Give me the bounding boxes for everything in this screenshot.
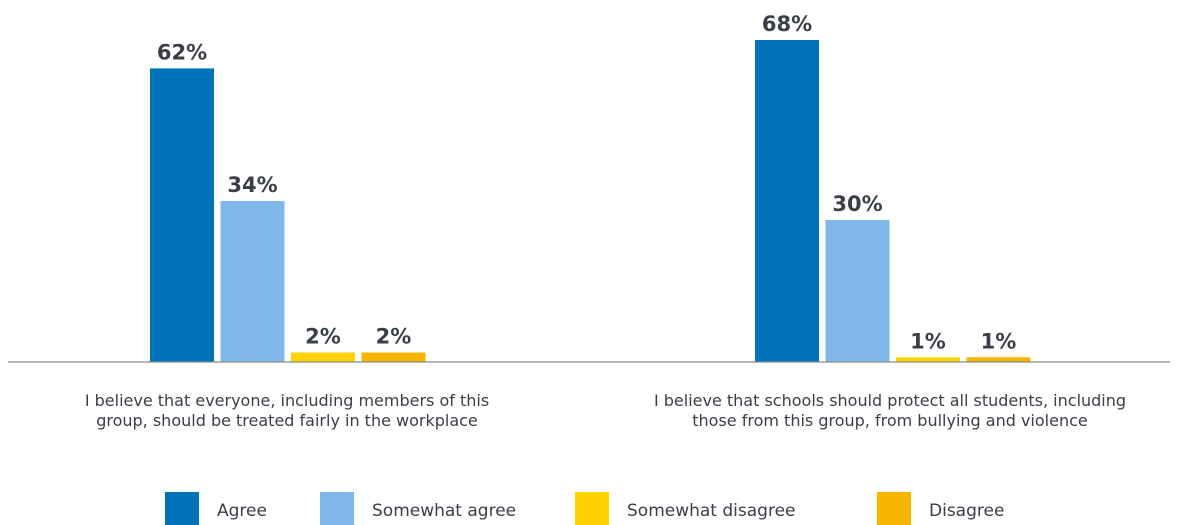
bar-somewhat-disagree-2	[896, 357, 960, 362]
bar-disagree-2	[966, 357, 1031, 362]
bar-somewhat-agree-2	[825, 219, 890, 362]
value-label: 62%	[157, 40, 207, 64]
value-label: 2%	[305, 325, 341, 349]
value-label: 68%	[762, 12, 812, 36]
value-label: 1%	[910, 329, 946, 353]
legend-swatch-somewhat-agree	[320, 492, 354, 525]
value-label: 1%	[981, 329, 1017, 353]
category-label: I believe that schools should protect al…	[654, 391, 1126, 410]
bar-agree-2	[755, 40, 819, 362]
legend-label: Disagree	[929, 501, 1004, 521]
value-labels-group: 62% 34% 2% 2% 68% 30% 1% 1%	[157, 12, 1016, 353]
bars-group	[150, 40, 1031, 362]
legend: Agree Somewhat agree Somewhat disagree Disa…	[165, 492, 1004, 525]
legend-label: Somewhat agree	[372, 501, 516, 521]
bar-somewhat-disagree-1	[291, 352, 355, 362]
bar-somewhat-agree-1	[220, 201, 285, 362]
bar-agree-1	[150, 68, 214, 362]
value-label: 2%	[376, 325, 412, 349]
value-label: 34%	[227, 173, 277, 197]
bar-disagree-1	[361, 352, 426, 362]
legend-label: Somewhat disagree	[627, 501, 796, 521]
category-label: I believe that everyone, including membe…	[85, 391, 489, 410]
category-labels-group: I believe that everyone, including membe…	[85, 391, 1126, 430]
value-label: 30%	[832, 192, 882, 216]
legend-swatch-agree	[165, 492, 199, 525]
legend-swatch-disagree	[877, 492, 911, 525]
category-label: group, should be treated fairly in the w…	[96, 411, 478, 430]
category-label: those from this group, from bullying and…	[692, 411, 1087, 430]
legend-swatch-somewhat-disagree	[575, 492, 609, 525]
legend-label: Agree	[217, 501, 267, 521]
